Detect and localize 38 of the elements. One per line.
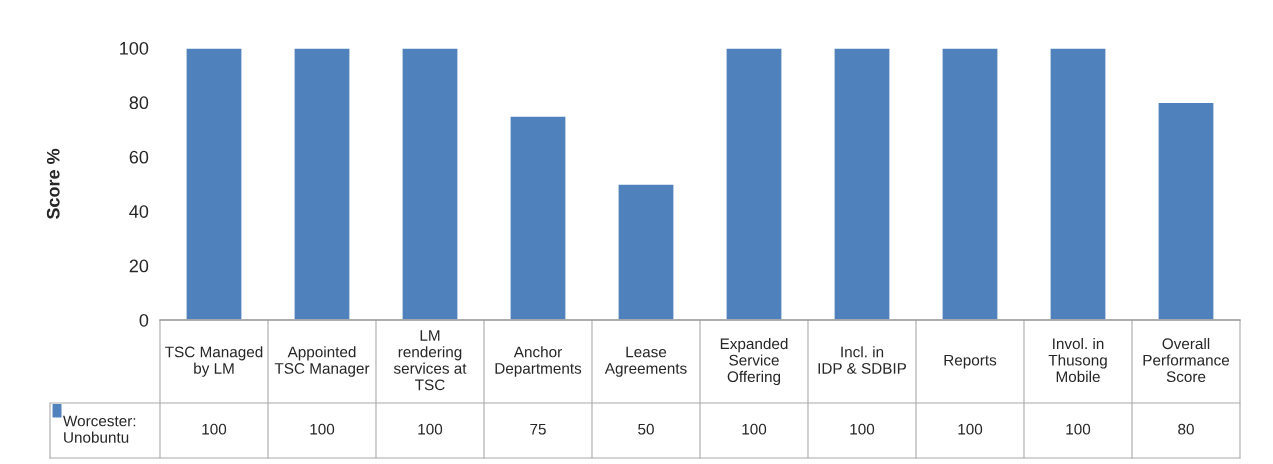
data-label: 80 (1178, 423, 1194, 435)
x-tick-label: TSC Managed by LM (165, 346, 263, 377)
bar (1049, 48, 1107, 320)
bar (941, 48, 999, 320)
x-tick-label: Expanded Service Offering (720, 337, 788, 386)
data-label: 100 (742, 423, 767, 435)
x-tick-label: Overall Performance Score (1143, 337, 1230, 383)
data-label: 100 (310, 423, 335, 435)
x-tick-label: Invol. in Thusong Mobile (1048, 337, 1107, 383)
bar (293, 48, 351, 320)
x-tick-label: LM rendering services at TSC (393, 330, 467, 391)
x-tick-label: Incl. in IDP & SDBIP (818, 346, 907, 374)
y-tick-label: 60 (129, 150, 149, 164)
bar (509, 115, 567, 320)
data-label: 100 (850, 423, 875, 435)
bar (617, 183, 675, 320)
data-label: 100 (958, 423, 983, 435)
y-tick-label: 40 (129, 205, 149, 218)
bar (833, 48, 891, 320)
data-label: 75 (530, 423, 546, 435)
y-tick-label: 100 (120, 41, 149, 55)
bar (401, 48, 459, 320)
x-tick-label: Anchor Departments (495, 346, 582, 377)
y-tick-label: 80 (129, 96, 149, 110)
x-tick-label: Appointed TSC Manager (274, 346, 370, 377)
bar (725, 48, 783, 320)
y-axis-title: Score % (46, 148, 60, 220)
data-label: 100 (202, 423, 227, 435)
data-label: 50 (638, 423, 654, 435)
bar (1157, 101, 1215, 320)
data-label: 100 (418, 423, 443, 435)
x-tick-label: Reports (944, 354, 997, 369)
legend-label: Worcester: Unobuntu (63, 415, 136, 443)
y-tick-label: 0 (139, 313, 149, 327)
bar (185, 48, 243, 320)
data-label: 100 (1066, 423, 1091, 435)
x-tick-label: Lease Agreements (604, 346, 687, 377)
y-tick-label: 20 (129, 259, 149, 273)
